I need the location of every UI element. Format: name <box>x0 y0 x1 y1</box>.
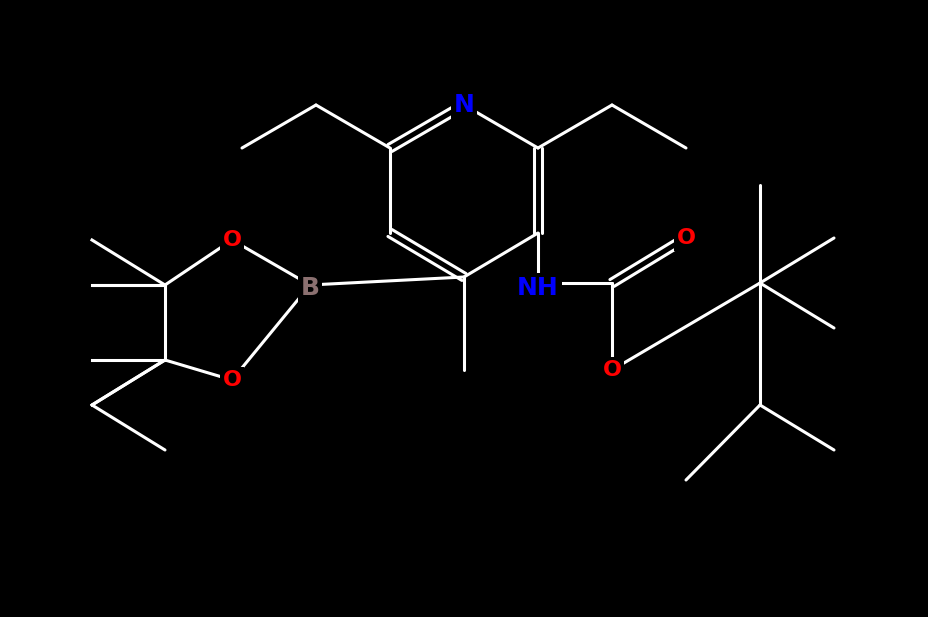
Text: O: O <box>602 360 621 380</box>
Text: NH: NH <box>517 276 559 300</box>
Text: O: O <box>223 370 241 390</box>
Text: O: O <box>676 228 695 248</box>
Text: O: O <box>223 230 241 250</box>
Text: N: N <box>453 93 474 117</box>
Text: B: B <box>300 276 319 300</box>
